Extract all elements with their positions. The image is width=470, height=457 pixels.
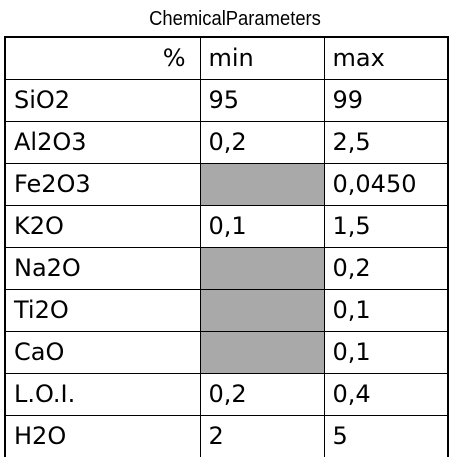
table-row: SiO2 95 99 — [5, 80, 448, 122]
table-row: H2O 2 5 — [5, 416, 448, 457]
table-title: ChemicalParameters — [19, 8, 451, 30]
parameter-name-cell: Fe2O3 — [5, 164, 200, 206]
table-row: Ti2O 0,1 — [5, 290, 448, 332]
empty-min-cell — [200, 164, 324, 206]
parameter-name-cell: L.O.I. — [5, 374, 200, 416]
parameter-name-cell: K2O — [5, 206, 200, 248]
min-value-cell: 0,2 — [200, 122, 324, 164]
max-value-cell: 0,4 — [324, 374, 448, 416]
min-value-cell: 0,1 — [200, 206, 324, 248]
empty-min-cell — [200, 248, 324, 290]
max-header-cell: max — [324, 37, 448, 80]
max-value-cell: 0,1 — [324, 290, 448, 332]
parameter-name-cell: Na2O — [5, 248, 200, 290]
empty-min-cell — [200, 290, 324, 332]
empty-min-cell — [200, 332, 324, 374]
max-value-cell: 99 — [324, 80, 448, 122]
min-header-cell: min — [200, 37, 324, 80]
unit-header-cell: % — [5, 37, 200, 80]
table-row: K2O 0,1 1,5 — [5, 206, 448, 248]
min-value-cell: 2 — [200, 416, 324, 457]
table-row: Na2O 0,2 — [5, 248, 448, 290]
max-value-cell: 5 — [324, 416, 448, 457]
max-value-cell: 0,1 — [324, 332, 448, 374]
max-value-cell: 0,0450 — [324, 164, 448, 206]
table-row: CaO 0,1 — [5, 332, 448, 374]
max-value-cell: 0,2 — [324, 248, 448, 290]
parameter-name-cell: SiO2 — [5, 80, 200, 122]
chemical-parameters-table: % min max SiO2 95 99 Al2O3 0,2 2,5 Fe2O3… — [4, 36, 449, 457]
table-row: L.O.I. 0,2 0,4 — [5, 374, 448, 416]
max-value-cell: 2,5 — [324, 122, 448, 164]
table-row: Al2O3 0,2 2,5 — [5, 122, 448, 164]
parameter-name-cell: Ti2O — [5, 290, 200, 332]
parameter-name-cell: H2O — [5, 416, 200, 457]
max-value-cell: 1,5 — [324, 206, 448, 248]
parameter-name-cell: CaO — [5, 332, 200, 374]
min-value-cell: 0,2 — [200, 374, 324, 416]
table-row: Fe2O3 0,0450 — [5, 164, 448, 206]
parameter-name-cell: Al2O3 — [5, 122, 200, 164]
header-row: % min max — [5, 37, 448, 80]
min-value-cell: 95 — [200, 80, 324, 122]
